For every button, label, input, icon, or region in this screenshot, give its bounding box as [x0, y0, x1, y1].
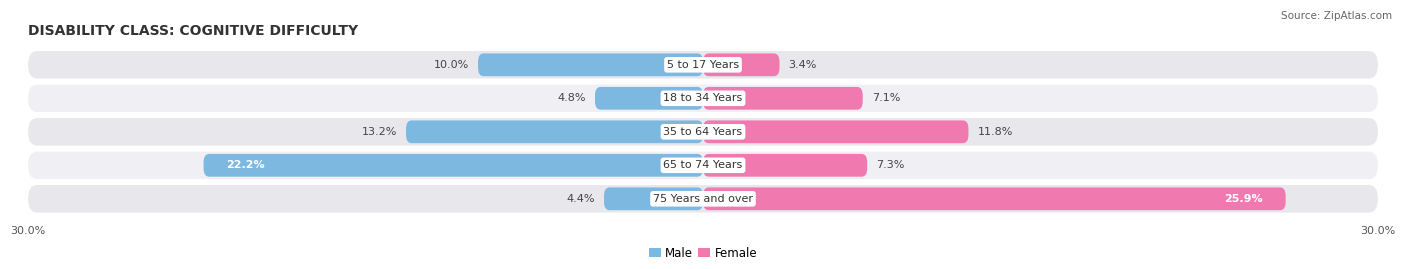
- Text: 10.0%: 10.0%: [434, 60, 470, 70]
- FancyBboxPatch shape: [703, 121, 969, 143]
- Text: 11.8%: 11.8%: [977, 127, 1012, 137]
- FancyBboxPatch shape: [703, 54, 779, 76]
- Text: 65 to 74 Years: 65 to 74 Years: [664, 160, 742, 170]
- Legend: Male, Female: Male, Female: [644, 242, 762, 264]
- FancyBboxPatch shape: [595, 87, 703, 110]
- FancyBboxPatch shape: [703, 154, 868, 177]
- Text: 22.2%: 22.2%: [226, 160, 264, 170]
- Text: 5 to 17 Years: 5 to 17 Years: [666, 60, 740, 70]
- Text: 13.2%: 13.2%: [361, 127, 396, 137]
- Text: 4.4%: 4.4%: [567, 194, 595, 204]
- Text: 75 Years and over: 75 Years and over: [652, 194, 754, 204]
- FancyBboxPatch shape: [28, 118, 1378, 146]
- FancyBboxPatch shape: [703, 87, 863, 110]
- Text: 7.3%: 7.3%: [876, 160, 904, 170]
- Text: 7.1%: 7.1%: [872, 93, 900, 103]
- Text: Source: ZipAtlas.com: Source: ZipAtlas.com: [1281, 11, 1392, 21]
- FancyBboxPatch shape: [406, 121, 703, 143]
- Text: DISABILITY CLASS: COGNITIVE DIFFICULTY: DISABILITY CLASS: COGNITIVE DIFFICULTY: [28, 24, 359, 38]
- FancyBboxPatch shape: [703, 187, 1285, 210]
- FancyBboxPatch shape: [28, 84, 1378, 112]
- FancyBboxPatch shape: [605, 187, 703, 210]
- FancyBboxPatch shape: [478, 54, 703, 76]
- FancyBboxPatch shape: [28, 185, 1378, 213]
- Text: 4.8%: 4.8%: [558, 93, 586, 103]
- FancyBboxPatch shape: [28, 151, 1378, 179]
- FancyBboxPatch shape: [28, 51, 1378, 79]
- Text: 3.4%: 3.4%: [789, 60, 817, 70]
- Text: 25.9%: 25.9%: [1225, 194, 1263, 204]
- Text: 35 to 64 Years: 35 to 64 Years: [664, 127, 742, 137]
- FancyBboxPatch shape: [204, 154, 703, 177]
- Text: 18 to 34 Years: 18 to 34 Years: [664, 93, 742, 103]
